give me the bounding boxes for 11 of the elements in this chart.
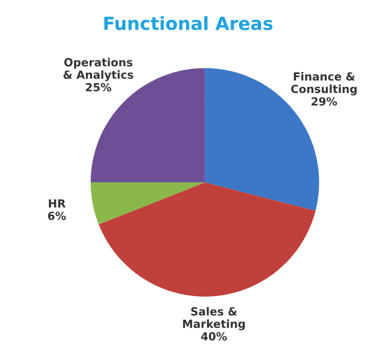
slice-label: HR <box>48 199 66 208</box>
slice-label: Finance & Consulting <box>291 72 357 96</box>
slice-label: Sales & Marketing <box>183 306 245 330</box>
data-label: 29% <box>312 97 338 106</box>
slice-label: Operations & Analytics <box>63 58 134 82</box>
pie-slice <box>98 182 316 297</box>
chart-title: Functional Areas <box>104 16 272 30</box>
data-label: 40% <box>201 332 227 341</box>
data-label: 6% <box>48 212 66 220</box>
pie-slice <box>90 182 205 224</box>
data-label: 25% <box>86 83 112 92</box>
